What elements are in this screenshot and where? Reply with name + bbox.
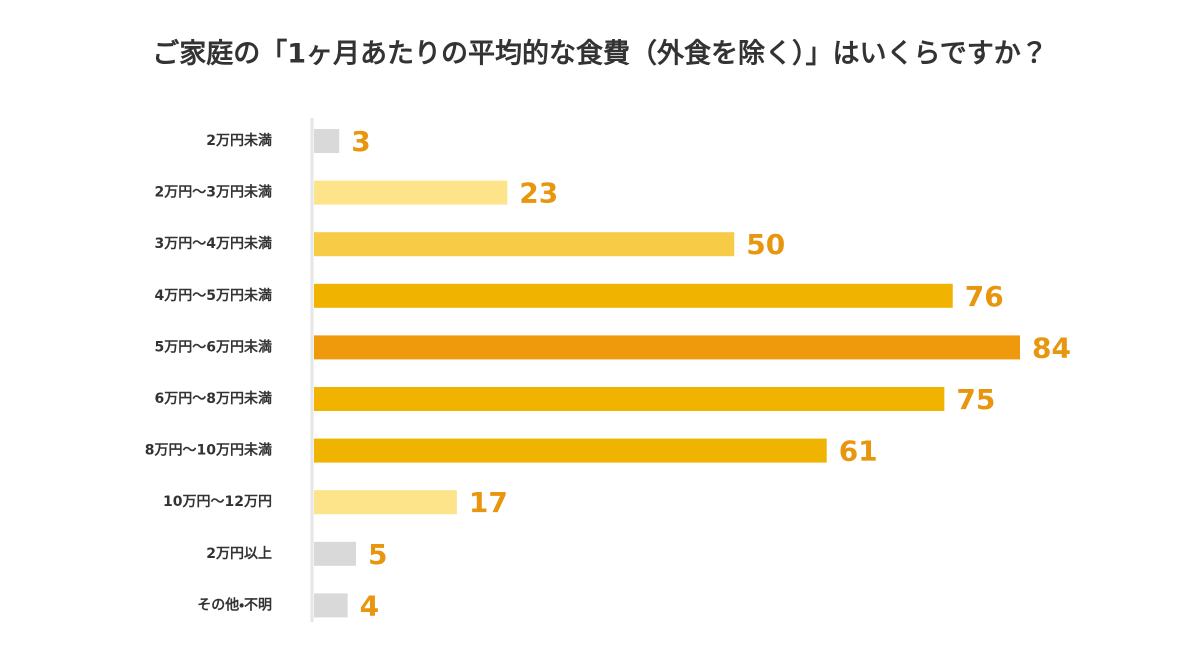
value-label: 4 [360,589,379,622]
value-label: 61 [839,435,878,468]
value-label: 50 [746,228,785,261]
y-tick-label: 2万円以上 [206,546,272,562]
bar [314,335,1020,360]
chart-title: ご家庭の「1ヶ月あたりの平均的な食費（外食を除く）」はいくらですか？ [152,38,1047,70]
value-label: 76 [965,280,1004,313]
value-label: 84 [1032,331,1071,364]
y-tick-label: 8万円〜10万円未満 [145,442,272,459]
value-label: 75 [956,383,995,416]
bar [314,541,357,566]
bar [314,593,348,618]
value-label: 3 [351,125,370,158]
bar [314,490,457,515]
value-label: 5 [368,538,387,571]
value-label: 23 [519,177,558,210]
bar [314,129,340,153]
y-tick-label: 6万円〜8万円未満 [155,390,272,407]
bar [314,232,735,257]
y-tick-label: 3万円〜4万円未満 [155,235,272,252]
y-tick-label: 2万円〜3万円未満 [155,184,272,201]
y-tick-label: 10万円〜12万円 [163,494,272,510]
y-tick-label: その他・不明 [197,596,272,613]
value-label: 17 [469,486,508,519]
bar [314,438,827,463]
y-tick-label: 2万円未満 [206,132,272,149]
bar [314,180,508,205]
bar [314,387,945,411]
y-tick-label: 4万円〜5万円未満 [155,287,272,304]
y-tick-label: 5万円〜6万円未満 [155,338,272,355]
bar [314,283,953,308]
